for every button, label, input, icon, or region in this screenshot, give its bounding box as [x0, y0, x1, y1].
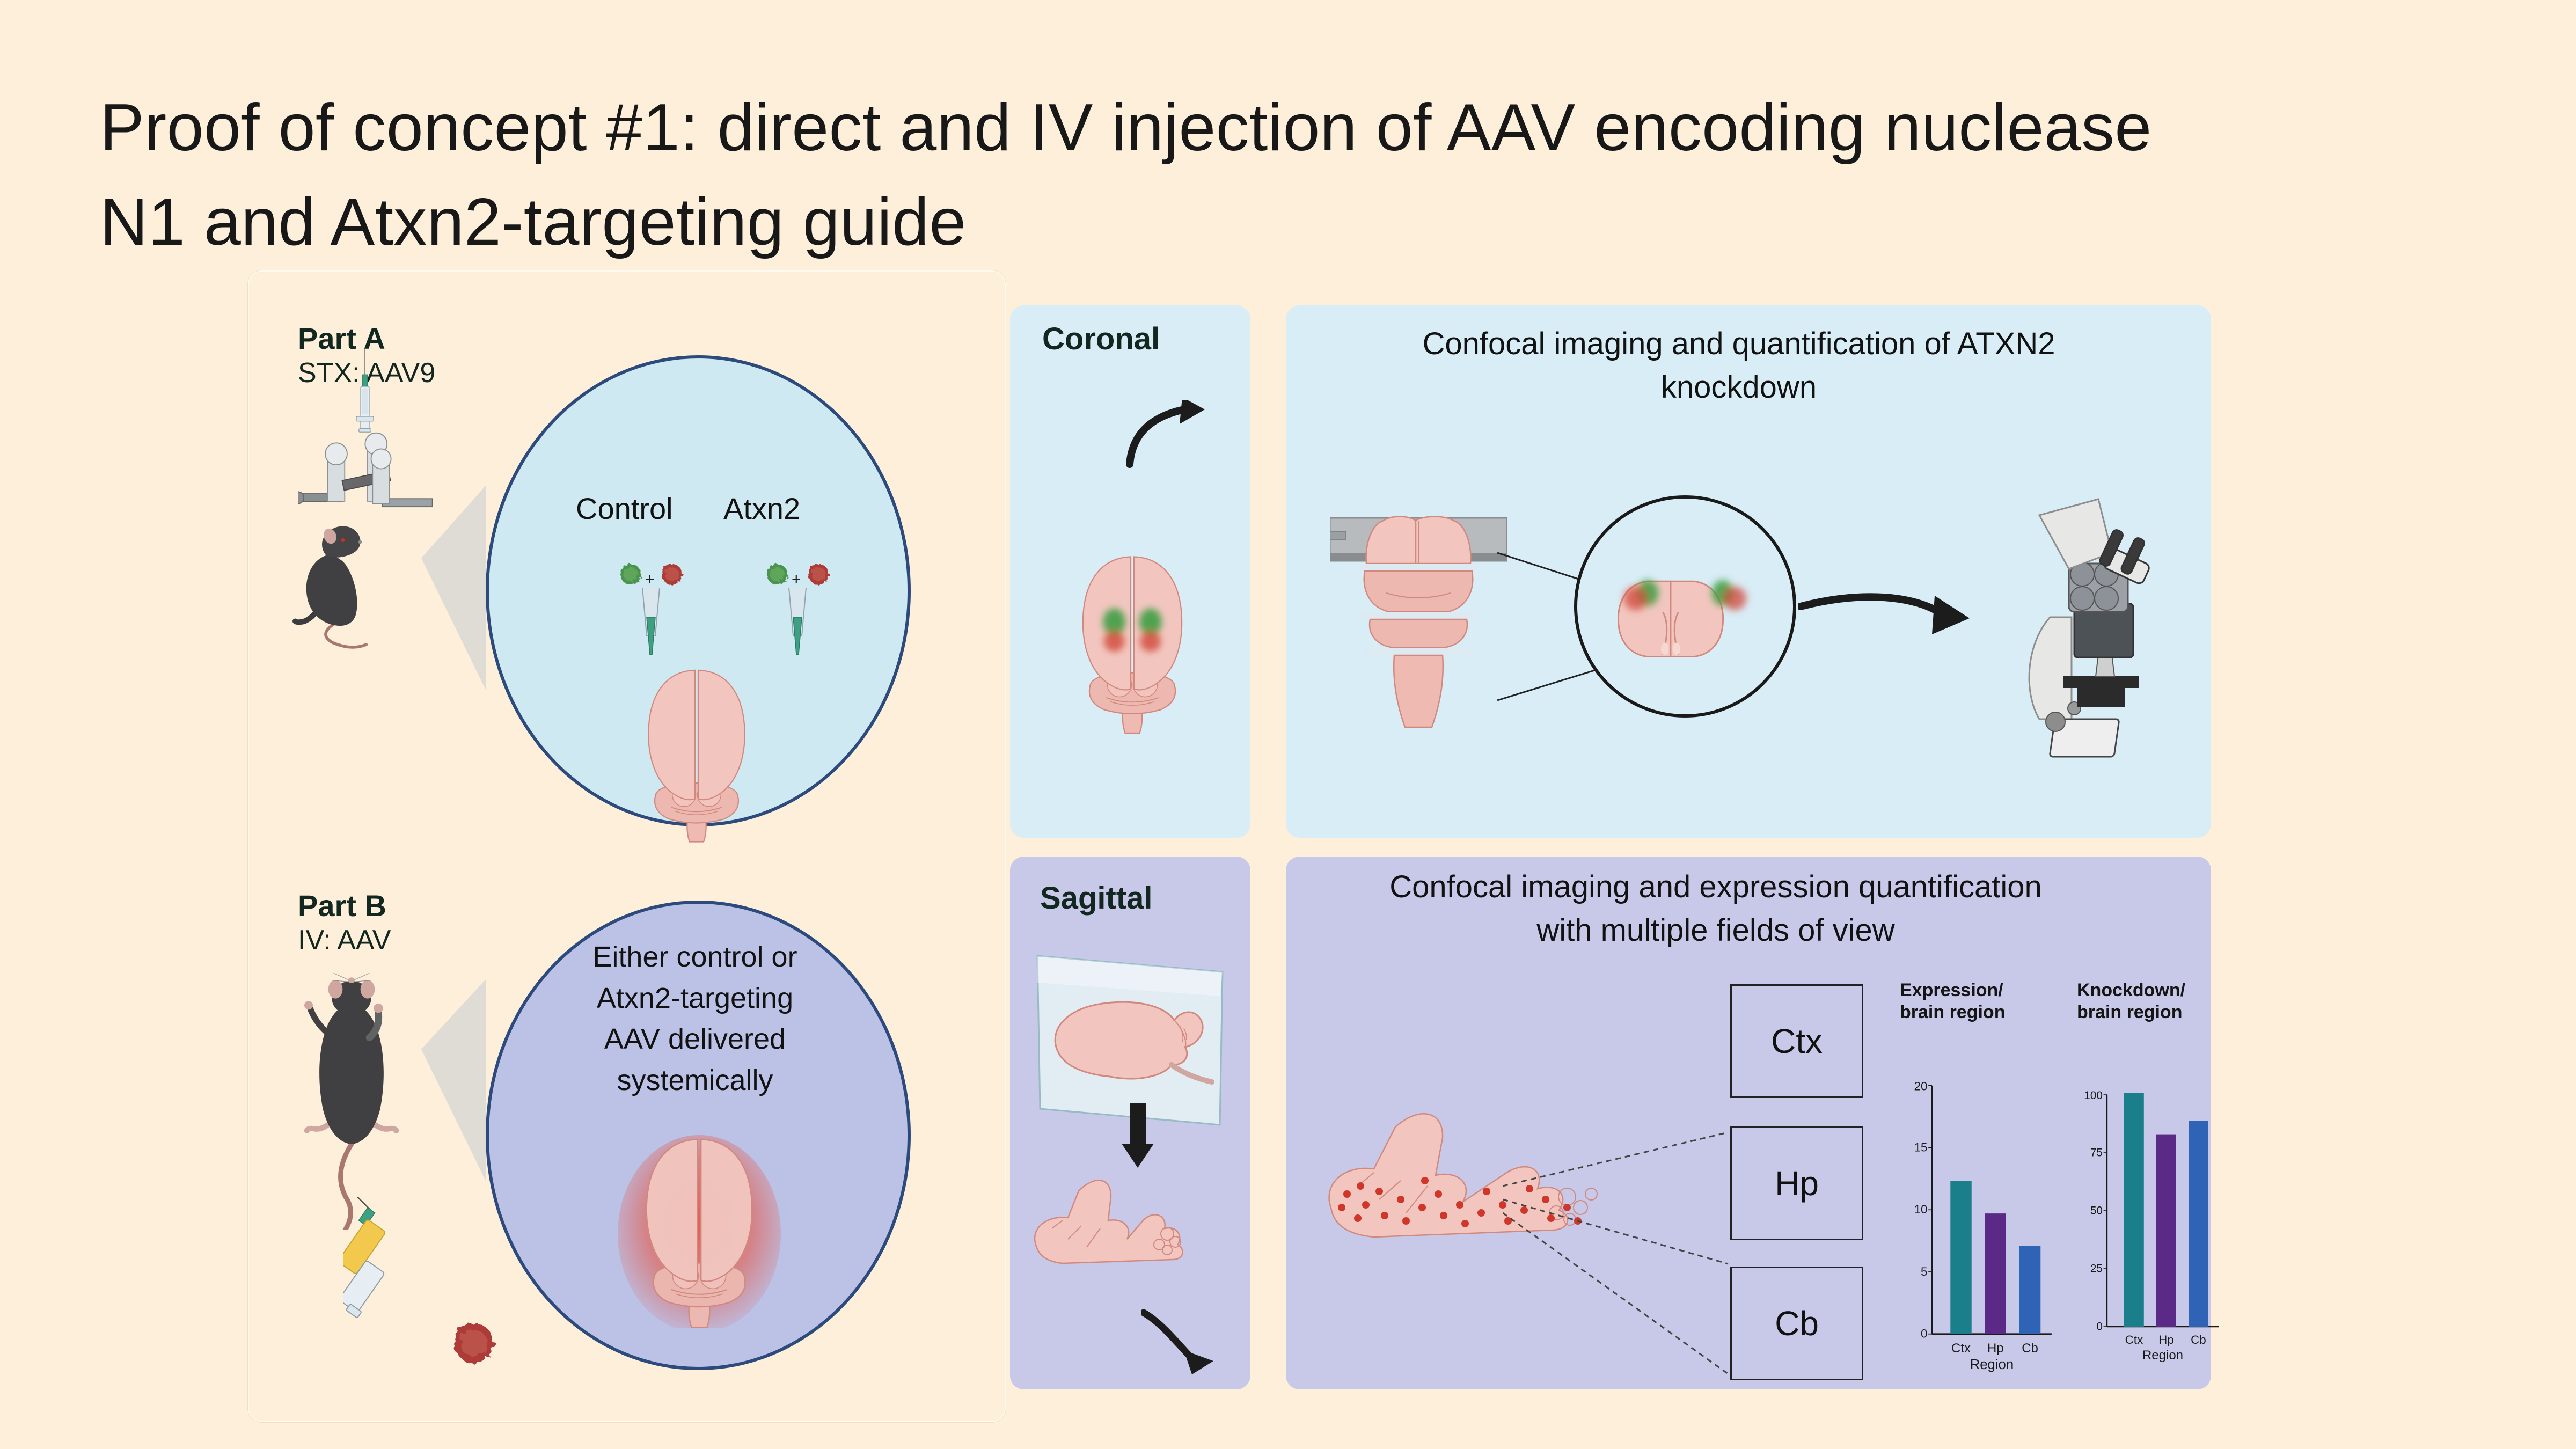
svg-text:Hp: Hp	[2158, 1333, 2174, 1346]
svg-text:Region: Region	[2142, 1348, 2183, 1363]
svg-text:Ctx: Ctx	[1951, 1341, 1971, 1356]
svg-text:5: 5	[1921, 1265, 1927, 1278]
svg-text:20: 20	[1914, 1079, 1928, 1093]
svg-text:25: 25	[2090, 1262, 2103, 1275]
svg-text:75: 75	[2090, 1146, 2103, 1159]
svg-text:0: 0	[2096, 1320, 2103, 1333]
svg-text:10: 10	[1914, 1203, 1928, 1216]
svg-text:Ctx: Ctx	[2125, 1333, 2143, 1346]
svg-text:Cb: Cb	[2022, 1341, 2038, 1356]
svg-text:15: 15	[1914, 1140, 1928, 1154]
svg-text:50: 50	[2090, 1204, 2103, 1217]
svg-text:100: 100	[2084, 1089, 2103, 1102]
svg-text:Hp: Hp	[1987, 1341, 2004, 1356]
svg-text:0: 0	[1921, 1327, 1927, 1341]
svg-text:Cb: Cb	[2191, 1333, 2206, 1346]
svg-text:Region: Region	[1970, 1357, 2014, 1372]
